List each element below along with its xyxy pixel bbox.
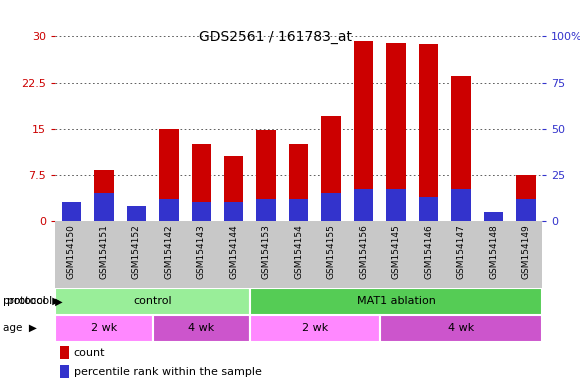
- Bar: [289, 199, 309, 221]
- Bar: [386, 189, 406, 221]
- Bar: [159, 199, 179, 221]
- Text: GDS2561 / 161783_at: GDS2561 / 161783_at: [199, 30, 352, 44]
- Bar: [419, 197, 438, 221]
- Text: GSM154150: GSM154150: [67, 224, 76, 279]
- Text: 4 wk: 4 wk: [188, 323, 215, 333]
- Bar: [289, 144, 309, 221]
- Text: protocol: protocol: [7, 296, 52, 306]
- Text: MAT1 ablation: MAT1 ablation: [357, 296, 436, 306]
- Bar: [484, 212, 503, 221]
- Bar: [94, 193, 114, 221]
- Text: GSM154145: GSM154145: [392, 224, 401, 279]
- Text: GSM154144: GSM154144: [229, 224, 238, 279]
- Bar: [256, 199, 276, 221]
- Bar: [94, 170, 114, 221]
- Bar: [191, 202, 211, 221]
- Bar: [380, 315, 542, 342]
- Bar: [60, 346, 69, 359]
- Bar: [321, 193, 341, 221]
- Text: GSM154142: GSM154142: [164, 224, 173, 279]
- Text: GSM154143: GSM154143: [197, 224, 206, 279]
- Text: GSM154154: GSM154154: [294, 224, 303, 279]
- Bar: [354, 189, 374, 221]
- Bar: [484, 219, 503, 221]
- Text: 2 wk: 2 wk: [90, 323, 117, 333]
- Text: control: control: [133, 296, 172, 306]
- Text: GSM154153: GSM154153: [262, 224, 271, 279]
- Text: GSM154148: GSM154148: [489, 224, 498, 279]
- Text: percentile rank within the sample: percentile rank within the sample: [74, 367, 262, 377]
- Bar: [451, 189, 471, 221]
- Bar: [61, 218, 81, 221]
- Text: GSM154147: GSM154147: [456, 224, 466, 279]
- Text: ▶: ▶: [52, 296, 63, 306]
- Text: 4 wk: 4 wk: [448, 323, 474, 333]
- Text: GSM154156: GSM154156: [359, 224, 368, 279]
- Bar: [250, 288, 542, 315]
- Text: GSM154155: GSM154155: [327, 224, 336, 279]
- Bar: [126, 218, 146, 221]
- Bar: [250, 315, 380, 342]
- Bar: [224, 202, 244, 221]
- Bar: [321, 116, 341, 221]
- Text: 2 wk: 2 wk: [302, 323, 328, 333]
- Text: protocol  ▶: protocol ▶: [3, 296, 60, 306]
- Bar: [419, 44, 438, 221]
- Bar: [451, 76, 471, 221]
- Bar: [224, 156, 244, 221]
- Bar: [153, 315, 250, 342]
- Bar: [256, 130, 276, 221]
- Text: GSM154151: GSM154151: [99, 224, 108, 279]
- Bar: [60, 365, 69, 378]
- Bar: [191, 144, 211, 221]
- Bar: [55, 315, 153, 342]
- Bar: [126, 206, 146, 221]
- Bar: [516, 199, 536, 221]
- Text: age  ▶: age ▶: [3, 323, 37, 333]
- Bar: [55, 288, 250, 315]
- Text: count: count: [74, 348, 105, 358]
- Bar: [516, 175, 536, 221]
- Text: GSM154149: GSM154149: [521, 224, 531, 279]
- Bar: [354, 41, 374, 221]
- Text: GSM154152: GSM154152: [132, 224, 141, 279]
- Bar: [386, 43, 406, 221]
- Bar: [159, 129, 179, 221]
- Bar: [61, 202, 81, 221]
- Text: GSM154146: GSM154146: [424, 224, 433, 279]
